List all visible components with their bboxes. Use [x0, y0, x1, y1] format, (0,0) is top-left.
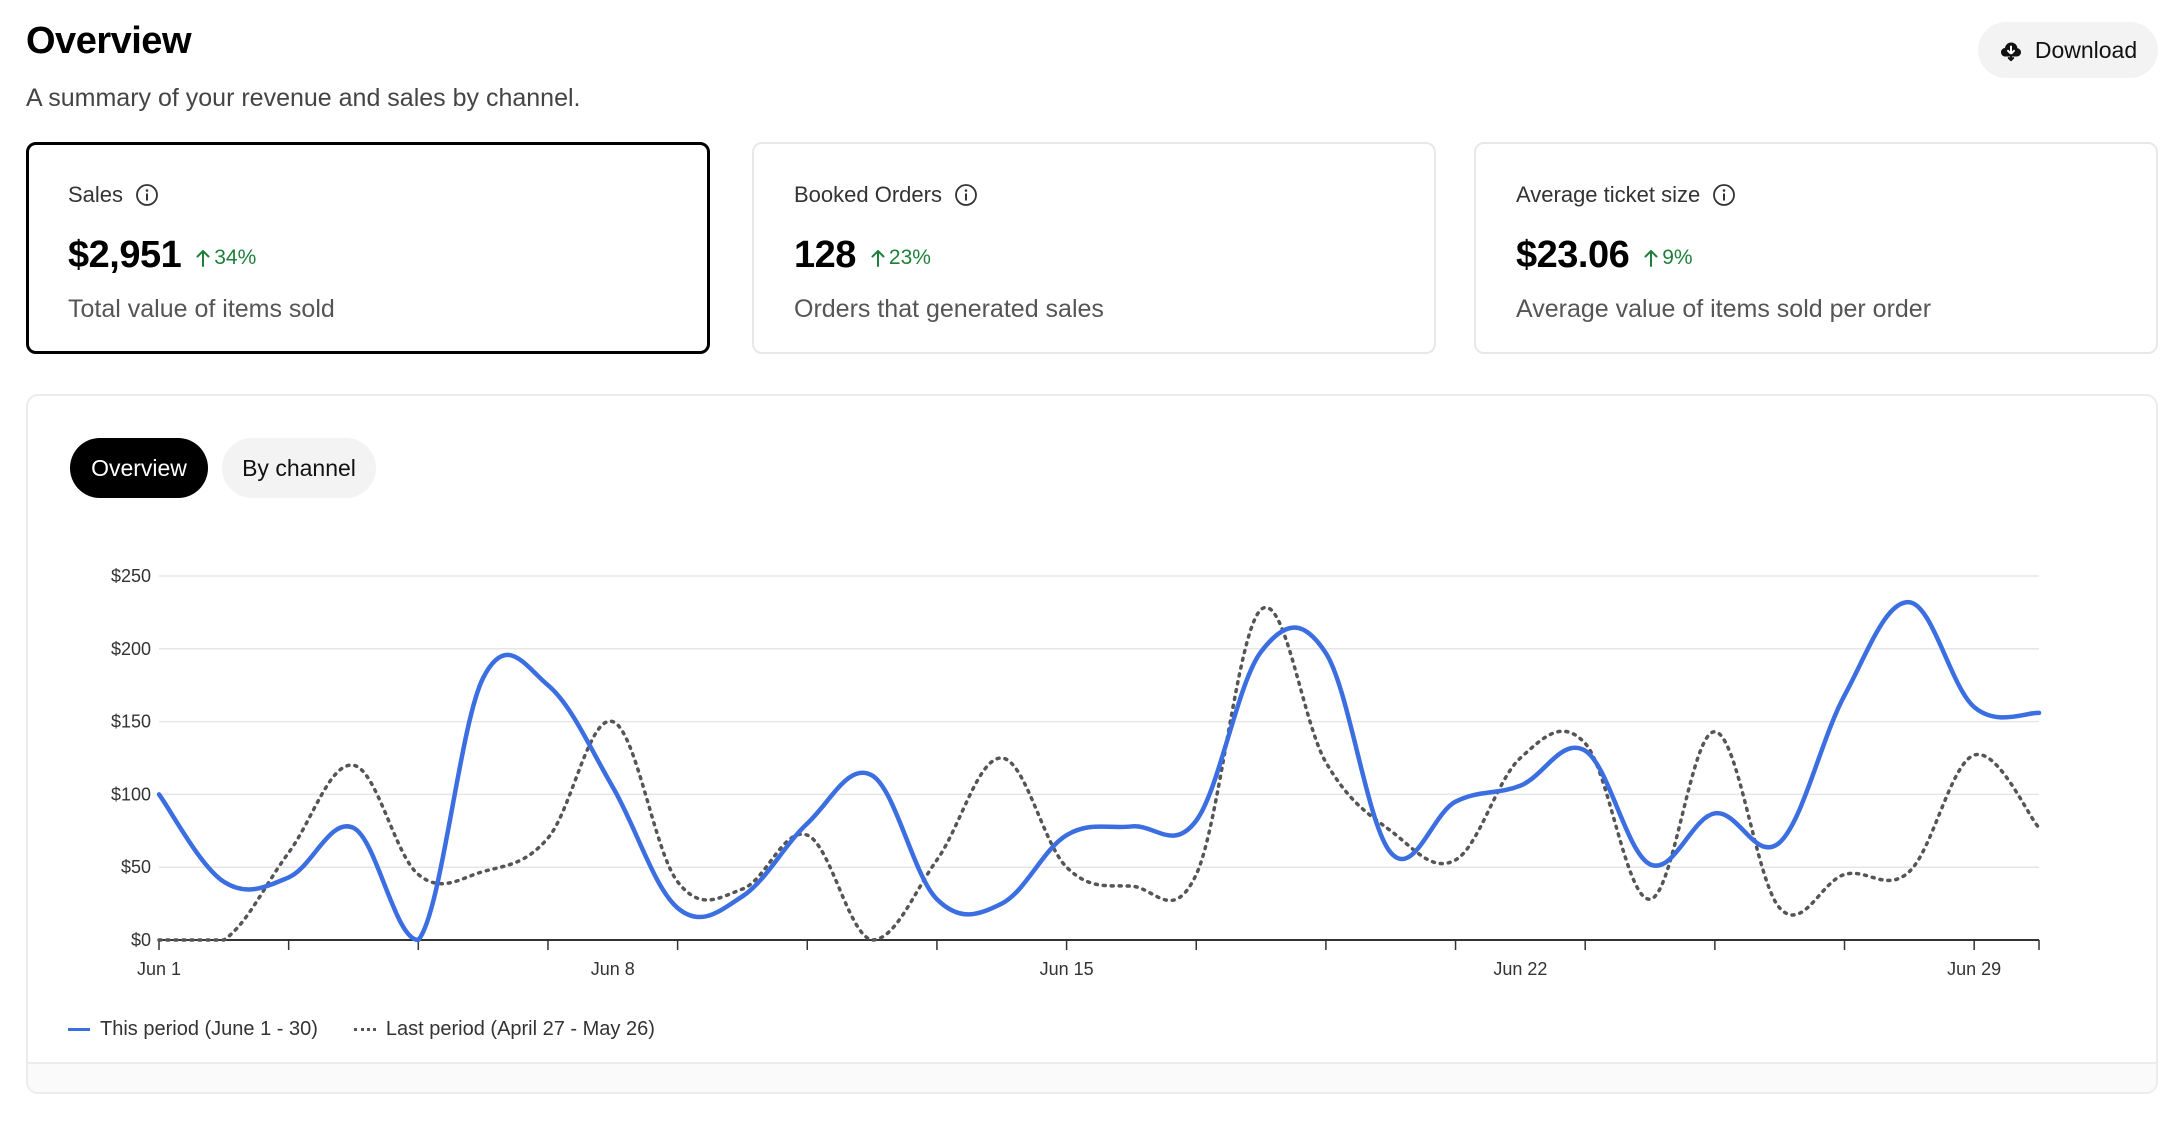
arrow-up-icon	[871, 250, 885, 267]
x-tick-label: Jun 29	[1947, 959, 2001, 979]
chart-legend: This period (June 1 - 30) Last period (A…	[68, 1018, 655, 1041]
y-tick-label: $100	[111, 784, 151, 804]
download-button[interactable]: Download	[1978, 22, 2158, 78]
info-icon[interactable]	[1712, 183, 1736, 207]
sales-line-chart: $0 $50 $100 $150 $200 $250 Jun 1 Jun 8 Jun 15 Jun…	[111, 566, 2042, 979]
metric-description: Orders that generated sales	[794, 295, 1104, 323]
legend-swatch-dotted	[353, 1028, 376, 1031]
x-tick-label: Jun 1	[137, 959, 181, 979]
page-subtitle: A summary of your revenue and sales by c…	[26, 84, 581, 112]
arrow-up-icon	[196, 250, 210, 267]
info-icon[interactable]	[135, 183, 159, 207]
metric-change-value: 9%	[1662, 246, 1693, 269]
x-tick-label: Jun 15	[1040, 959, 1094, 979]
tab-by-channel[interactable]: By channel	[222, 438, 376, 498]
metric-change-value: 23%	[888, 246, 931, 269]
metric-label: Average ticket size	[1516, 182, 1701, 207]
cloud-download-icon	[2000, 42, 2021, 62]
metric-card-booked-orders[interactable]: Booked Orders 128 23% Orders that genera…	[752, 142, 1436, 354]
y-tick-label: $50	[121, 857, 151, 877]
y-tick-label: $200	[111, 639, 151, 659]
metric-card-sales[interactable]: Sales $2,951 34% Total value of items so…	[26, 142, 710, 354]
arrow-up-icon	[1644, 250, 1658, 267]
metric-change: 23%	[870, 246, 931, 270]
metric-change: 34%	[195, 246, 256, 270]
metric-change: 9%	[1643, 246, 1693, 270]
legend-item-last-period[interactable]: Last period (April 27 - May 26)	[353, 1018, 655, 1041]
metric-value: 128	[794, 234, 856, 276]
page-title: Overview	[26, 20, 192, 62]
metric-label: Booked Orders	[794, 182, 942, 207]
info-icon[interactable]	[954, 183, 978, 207]
metric-description: Average value of items sold per order	[1516, 295, 1932, 323]
series-line-this-period	[156, 599, 2042, 943]
tab-overview[interactable]: Overview	[70, 438, 208, 498]
chart-card-footer	[28, 1062, 2156, 1092]
metric-card-average-ticket[interactable]: Average ticket size $23.06 9% Average va…	[1474, 142, 2158, 354]
legend-swatch-solid	[68, 1028, 90, 1031]
series-line-last-period	[157, 605, 2041, 942]
metric-value: $23.06	[1516, 234, 1630, 276]
x-tick-label: Jun 22	[1493, 959, 1547, 979]
legend-label: This period (June 1 - 30)	[100, 1018, 318, 1040]
legend-item-this-period[interactable]: This period (June 1 - 30)	[68, 1018, 318, 1041]
y-tick-label: $250	[111, 566, 151, 586]
metric-description: Total value of items sold	[68, 295, 335, 323]
x-tick-label: Jun 8	[591, 959, 635, 979]
metric-label: Sales	[68, 182, 124, 207]
download-label: Download	[2034, 36, 2138, 63]
metric-value: $2,951	[68, 234, 182, 276]
y-tick-label: $0	[131, 930, 151, 950]
metric-change-value: 34%	[214, 246, 257, 269]
y-tick-label: $150	[111, 712, 151, 732]
legend-label: Last period (April 27 - May 26)	[385, 1018, 655, 1040]
chart-card: Overview By channel $0 $50 $100 $150 $200 $25…	[26, 394, 2158, 1094]
